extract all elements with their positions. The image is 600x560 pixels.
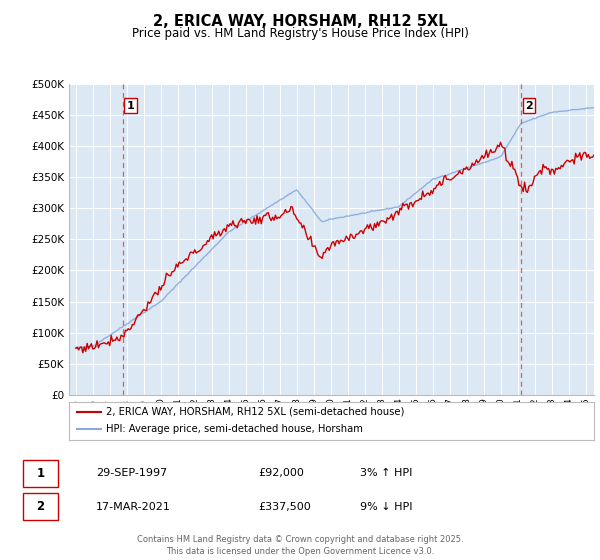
Text: 2, ERICA WAY, HORSHAM, RH12 5XL (semi-detached house): 2, ERICA WAY, HORSHAM, RH12 5XL (semi-de… [106,407,404,417]
FancyBboxPatch shape [23,493,58,520]
FancyBboxPatch shape [23,460,58,487]
Text: 3% ↑ HPI: 3% ↑ HPI [360,468,412,478]
Text: 29-SEP-1997: 29-SEP-1997 [96,468,167,478]
Text: 2, ERICA WAY, HORSHAM, RH12 5XL: 2, ERICA WAY, HORSHAM, RH12 5XL [152,14,448,29]
Text: £92,000: £92,000 [258,468,304,478]
Text: 1: 1 [37,466,44,480]
Text: 2: 2 [37,500,44,514]
Text: 2: 2 [525,101,533,111]
Text: Contains HM Land Registry data © Crown copyright and database right 2025.
This d: Contains HM Land Registry data © Crown c… [137,535,463,556]
Text: HPI: Average price, semi-detached house, Horsham: HPI: Average price, semi-detached house,… [106,424,362,435]
Text: £337,500: £337,500 [258,502,311,512]
Text: 17-MAR-2021: 17-MAR-2021 [96,502,171,512]
Text: 1: 1 [127,101,134,111]
Text: Price paid vs. HM Land Registry's House Price Index (HPI): Price paid vs. HM Land Registry's House … [131,27,469,40]
Text: 9% ↓ HPI: 9% ↓ HPI [360,502,413,512]
